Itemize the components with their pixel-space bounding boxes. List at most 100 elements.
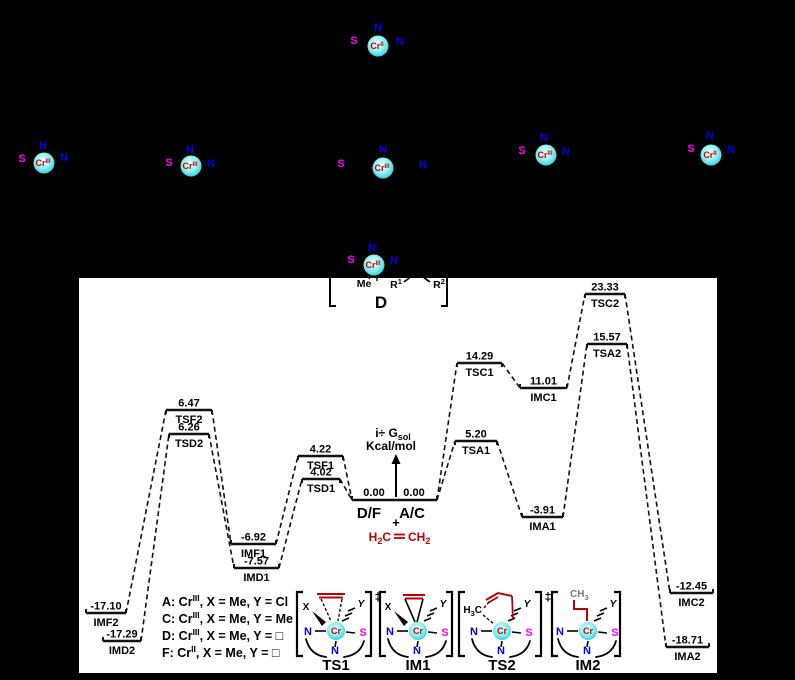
level-IMA2-name: IMA2 (674, 651, 700, 663)
dagger-symbol: ‡ (375, 590, 382, 604)
species-legend: A: CrIII, X = Me, Y = ClC: CrIII, X = Me… (162, 593, 293, 660)
nitrogen-label: N (413, 645, 421, 657)
bond (500, 640, 503, 648)
structure-name: IM2 (575, 657, 600, 674)
level-IMC1-value: 11.01 (530, 376, 557, 388)
cr-sphere (367, 35, 389, 57)
sulfur-label: S (18, 153, 25, 165)
species-d-structure: Me R1 R2 D (329, 270, 448, 312)
ethylene-left: H2C (369, 530, 392, 546)
hash-wedge (347, 607, 356, 612)
hash-wedge (344, 612, 353, 617)
hash-wedge (429, 607, 438, 612)
level-TSD1-value: 4.02 (310, 467, 331, 479)
nitrogen-label: N (556, 626, 564, 638)
level-TSC2-value: 23.33 (591, 282, 619, 294)
reference-annotations: 0.00 0.00 D/F A/C + H2C CH2 i÷ Gsol Kcal… (357, 426, 430, 546)
level-IMA1: -3.91 IMA1 (521, 505, 564, 533)
level-IMC2-value: -12.45 (676, 581, 707, 593)
level-TSF1-name: TSF1 (307, 460, 334, 472)
nitrogen-label: N (379, 144, 387, 156)
level-ZERO (351, 496, 438, 502)
level-IMD1-value: -7.57 (244, 556, 269, 568)
nitrogen-label: N (419, 159, 427, 171)
sulfur-label: S (347, 254, 354, 266)
structure-IM1: Cr N S N Y X IM1 (378, 590, 454, 674)
partial-bond (482, 614, 495, 625)
level-TSD1: 4.02 TSD1 (301, 467, 341, 495)
cr-sphere (372, 157, 394, 179)
double-bond-hint (418, 273, 429, 282)
sulfur-label: S (611, 627, 618, 639)
reference-label-df: D/F (357, 505, 381, 522)
sulfur-label: S (337, 158, 344, 170)
bond (404, 598, 416, 623)
molecule-marker-species-d-complex: S N N CrIII (347, 242, 398, 276)
chromium-label: Cr (583, 626, 593, 636)
chelate-arc (509, 640, 531, 658)
hash-wedge (423, 617, 432, 622)
nitrogen-label: N (470, 626, 478, 638)
bracket-left (295, 590, 303, 658)
sulfur-label: S (525, 627, 532, 639)
connector-ZERO-TSC1 (436, 362, 458, 501)
chromium-label: CrIII (182, 161, 197, 171)
nitrogen-label: N (562, 146, 570, 158)
legend-row-2: D: CrIII, X = Me, Y = □ (162, 627, 284, 643)
sulfur-label: S (518, 145, 525, 157)
level-TSF1-value: 4.22 (310, 444, 331, 456)
chelate-arc (343, 640, 365, 658)
me-label: Me (357, 278, 372, 290)
chelate-arc (557, 638, 579, 658)
partial-bond (483, 601, 490, 609)
bond-red (511, 595, 514, 621)
connector-TSA1-IMA1 (496, 440, 523, 518)
cr-sphere (180, 155, 202, 177)
sulfur-label: S (350, 35, 357, 47)
cr-sphere (33, 152, 55, 174)
ch3-label: CH3 (570, 589, 589, 602)
bracket-right (535, 590, 543, 658)
bond (511, 631, 522, 634)
level-IMF2: -17.10 IMF2 (85, 601, 127, 629)
structure-name: TS1 (322, 657, 350, 674)
h3c-label: H3C (463, 605, 482, 618)
alkyl-chain (573, 600, 588, 621)
bond (334, 640, 337, 648)
level-IMF2-name: IMF2 (93, 617, 118, 629)
nitrogen-label: N (727, 144, 735, 156)
level-TSA2-value: 15.57 (593, 332, 621, 344)
cr-sphere (700, 144, 722, 166)
connector-IMD2-TSD2 (140, 433, 170, 642)
level-IMD1-name: IMD1 (243, 572, 269, 584)
level-TSD1-name: TSD1 (307, 483, 335, 495)
nitrogen-label: N (706, 130, 714, 142)
zero-value-left: 0.00 (363, 487, 384, 499)
alkene-line (487, 596, 499, 604)
connector-TSF1-ZERO (342, 455, 353, 501)
nitrogen-label: N (331, 645, 339, 657)
reference-label-ac: A/C (399, 505, 425, 522)
plus-sign: + (392, 515, 400, 530)
level-TSF2-value: 6.47 (178, 398, 199, 410)
level-TSC1: 14.29 TSC1 (456, 351, 503, 379)
dagger-symbol: ‡ (545, 590, 552, 604)
nitrogen-label: N (39, 140, 47, 152)
y-substituent-label: Y (524, 599, 532, 610)
chromium-label: CrII (703, 150, 717, 160)
nitrogen-label: N (304, 626, 312, 638)
level-TSD2-value: 6.26 (178, 422, 199, 434)
r2-label: R2 (433, 277, 445, 291)
level-IMF1-value: -6.92 (241, 532, 266, 544)
level-TSC2-name: TSC2 (591, 298, 619, 310)
level-IMC2: -12.45 IMC2 (669, 581, 714, 609)
nitrogen-label: N (368, 242, 376, 254)
partial-bond (320, 598, 332, 622)
y-substituent-label: Y (440, 599, 448, 610)
cr-sphere (579, 622, 597, 640)
sulfur-label: S (359, 627, 366, 639)
